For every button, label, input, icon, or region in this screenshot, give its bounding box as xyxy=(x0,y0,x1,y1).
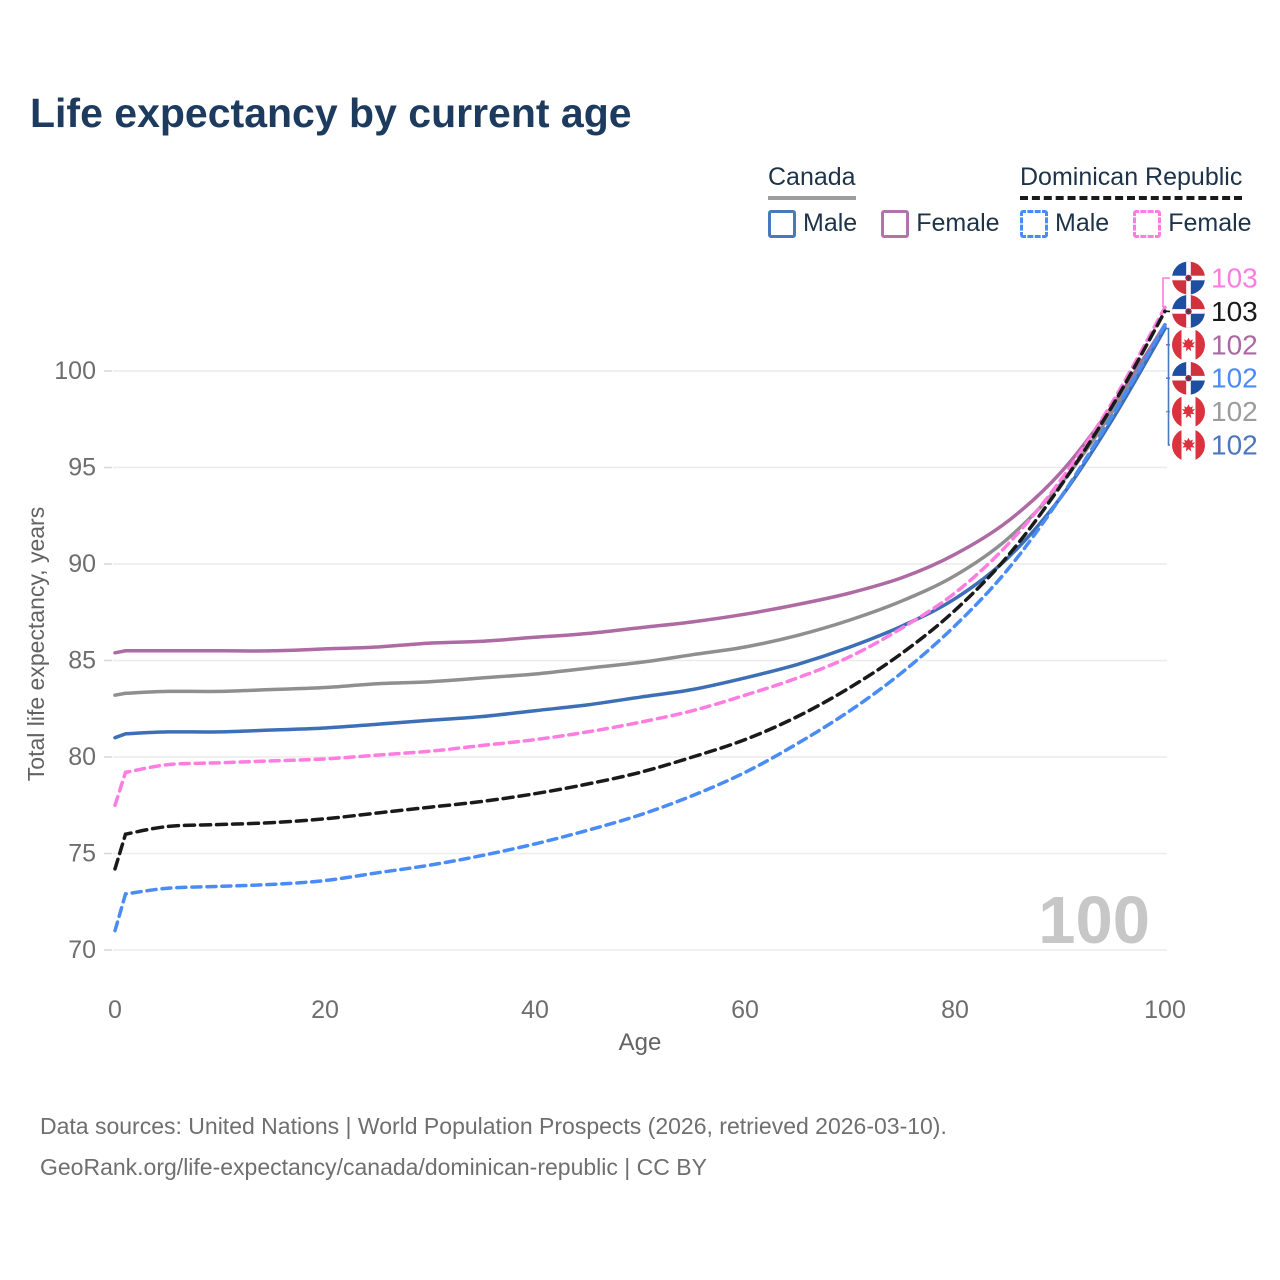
legend-canada-male-swatch[interactable] xyxy=(768,209,796,238)
legend-dominican-republic-male-swatch[interactable] xyxy=(1020,209,1048,238)
legend-dominican-republic-title: Dominican Republic xyxy=(1020,163,1243,200)
footer-line-1: Data sources: United Nations | World Pop… xyxy=(40,1113,947,1139)
canada-flag-icon xyxy=(1172,428,1205,462)
footer-line-2: GeoRank.org/life-expectancy/canada/domin… xyxy=(40,1154,707,1180)
legend-dominican-republic-female-swatch[interactable] xyxy=(1133,209,1162,238)
x-tick-label: 0 xyxy=(108,996,122,1024)
legend-canada-female-swatch[interactable] xyxy=(881,209,910,238)
series-line-canada-male xyxy=(113,326,1167,740)
legend-dominican-republic-male-label: Male xyxy=(1055,209,1110,237)
legend-dominican-republic-female-label: Female xyxy=(1168,209,1252,237)
end-label-leader xyxy=(1165,327,1170,446)
series-line-dominican-republic-female xyxy=(113,305,1167,808)
canada-flag-icon xyxy=(1172,395,1205,429)
legend-canada-male-label: Male xyxy=(803,209,858,237)
x-tick-label: 20 xyxy=(311,996,339,1024)
end-label-value: 102 xyxy=(1211,396,1258,427)
y-tick-label: 85 xyxy=(68,647,96,675)
x-tick-label: 100 xyxy=(1144,996,1186,1024)
end-label-value: 102 xyxy=(1211,363,1258,394)
legend-canada-title: Canada xyxy=(768,163,856,200)
end-label-value: 103 xyxy=(1211,296,1258,327)
legend-canada-female-label: Female xyxy=(916,209,1000,237)
dominican-republic-flag-icon xyxy=(1172,361,1205,395)
end-label-value: 102 xyxy=(1211,329,1258,360)
series-line-canada-female xyxy=(113,322,1167,655)
y-axis-title: Total life expectancy, years xyxy=(23,507,49,781)
series-line-dominican-republic-both xyxy=(113,309,1167,871)
y-tick-label: 95 xyxy=(68,454,96,482)
page-title: Life expectancy by current age xyxy=(30,90,632,136)
dominican-republic-flag-icon xyxy=(1172,261,1205,295)
series-line-dominican-republic-male xyxy=(113,322,1167,933)
canada-flag-icon xyxy=(1172,328,1205,362)
y-tick-label: 100 xyxy=(54,357,96,385)
end-label-leader xyxy=(1162,277,1170,308)
legend-dominican-republic-group: Dominican Republic Male Female xyxy=(1020,163,1252,238)
x-tick-label: 60 xyxy=(731,996,759,1024)
end-label-value: 102 xyxy=(1211,430,1258,461)
y-tick-label: 90 xyxy=(68,550,96,578)
end-label-value: 103 xyxy=(1211,263,1258,294)
series-line-canada-both xyxy=(113,324,1167,697)
age-counter-watermark: 100 xyxy=(1038,883,1150,958)
y-tick-label: 75 xyxy=(68,840,96,868)
x-axis-title: Age xyxy=(619,1029,662,1056)
data-sources-footer: Data sources: United Nations | World Pop… xyxy=(40,1106,947,1188)
y-tick-label: 70 xyxy=(68,936,96,964)
dominican-republic-flag-icon xyxy=(1172,294,1205,328)
legend-canada-group: Canada Male Female xyxy=(768,163,1000,238)
x-tick-label: 40 xyxy=(521,996,549,1024)
y-tick-label: 80 xyxy=(68,743,96,771)
x-tick-label: 80 xyxy=(941,996,969,1024)
